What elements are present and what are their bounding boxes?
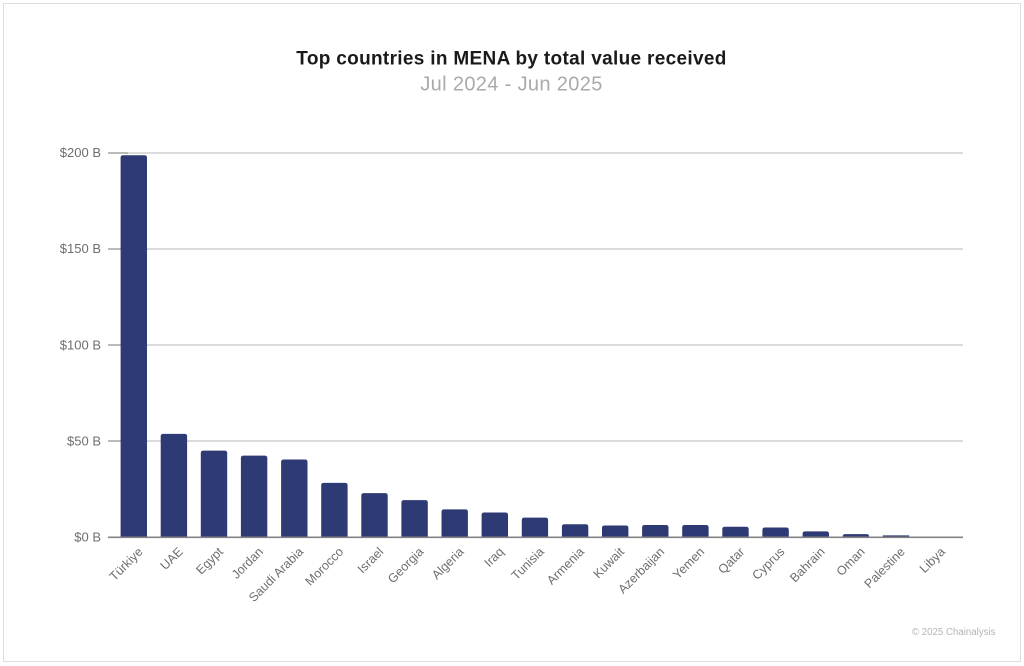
svg-text:$0 B: $0 B	[74, 530, 101, 545]
svg-text:© 2025 Chainalysis: © 2025 Chainalysis	[912, 627, 996, 638]
svg-text:$200 B: $200 B	[60, 145, 101, 160]
svg-text:Jul 2024 - Jun 2025: Jul 2024 - Jun 2025	[420, 74, 602, 96]
svg-text:Top countries in MENA by total: Top countries in MENA by total value rec…	[296, 49, 726, 70]
svg-text:$50 B: $50 B	[67, 433, 101, 448]
svg-text:$100 B: $100 B	[60, 337, 101, 352]
svg-text:$150 B: $150 B	[60, 241, 101, 256]
